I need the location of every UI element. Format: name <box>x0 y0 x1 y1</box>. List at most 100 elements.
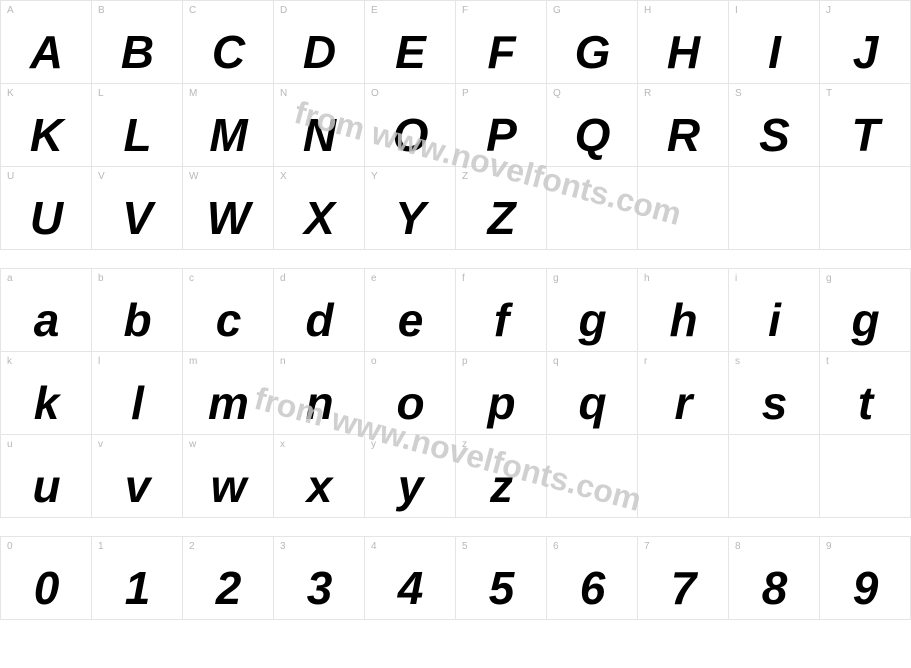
glyph-cell: EE <box>365 1 456 84</box>
glyph-cell: SS <box>729 84 820 167</box>
glyph-cell: 99 <box>820 537 911 620</box>
glyph: 5 <box>456 565 546 611</box>
glyph-cell <box>820 167 911 250</box>
glyph: B <box>92 29 182 75</box>
cell-label: 3 <box>280 541 286 552</box>
cell-label: K <box>7 88 14 99</box>
glyph-cell <box>820 435 911 518</box>
cell-label: M <box>189 88 197 99</box>
glyph: a <box>1 297 91 343</box>
glyph-cell: AA <box>1 1 92 84</box>
glyph: L <box>92 112 182 158</box>
glyph: b <box>92 297 182 343</box>
glyph-cell: LL <box>92 84 183 167</box>
cell-label: G <box>553 5 561 16</box>
glyph-cell: cc <box>183 269 274 352</box>
glyph-cell: DD <box>274 1 365 84</box>
glyph: O <box>365 112 455 158</box>
lowercase-section: aa bb cc dd ee ff gg hh ii gg kk ll mm n… <box>0 268 911 518</box>
cell-label: L <box>98 88 104 99</box>
glyph-cell: ZZ <box>456 167 547 250</box>
glyph: Q <box>547 112 637 158</box>
glyph-cell: rr <box>638 352 729 435</box>
glyph-cell <box>638 435 729 518</box>
glyph-cell: vv <box>92 435 183 518</box>
cell-label: y <box>371 439 376 450</box>
glyph: A <box>1 29 91 75</box>
glyph: I <box>729 29 819 75</box>
glyph: N <box>274 112 364 158</box>
glyph-cell: dd <box>274 269 365 352</box>
table-row: kk ll mm nn oo pp qq rr ss tt <box>1 352 911 435</box>
cell-label: B <box>98 5 105 16</box>
glyph-cell: QQ <box>547 84 638 167</box>
glyph-cell: yy <box>365 435 456 518</box>
glyph: 2 <box>183 565 273 611</box>
glyph: 9 <box>820 565 910 611</box>
cell-label: w <box>189 439 196 450</box>
cell-label: P <box>462 88 469 99</box>
glyph-cell: ll <box>92 352 183 435</box>
cell-label: 2 <box>189 541 195 552</box>
glyph-cell: aa <box>1 269 92 352</box>
cell-label: N <box>280 88 287 99</box>
table-row: KK LL MM NN OO PP QQ RR SS TT <box>1 84 911 167</box>
cell-label: 5 <box>462 541 468 552</box>
cell-label: n <box>280 356 286 367</box>
glyph: G <box>547 29 637 75</box>
uppercase-section: AA BB CC DD EE FF GG HH II JJ KK LL MM N… <box>0 0 911 250</box>
glyph: u <box>1 463 91 509</box>
glyph: E <box>365 29 455 75</box>
glyph-cell: GG <box>547 1 638 84</box>
glyph-cell: XX <box>274 167 365 250</box>
cell-label: a <box>7 273 13 284</box>
cell-label: J <box>826 5 831 16</box>
glyph: K <box>1 112 91 158</box>
glyph: 4 <box>365 565 455 611</box>
glyph: W <box>183 195 273 241</box>
cell-label: W <box>189 171 198 182</box>
glyph: F <box>456 29 546 75</box>
glyph-cell: hh <box>638 269 729 352</box>
glyph-cell <box>638 167 729 250</box>
glyph: T <box>820 112 910 158</box>
glyph-cell: xx <box>274 435 365 518</box>
glyph-cell: 33 <box>274 537 365 620</box>
cell-label: l <box>98 356 100 367</box>
cell-label: s <box>735 356 740 367</box>
glyph-cell: tt <box>820 352 911 435</box>
glyph: 7 <box>638 565 728 611</box>
cell-label: V <box>98 171 105 182</box>
cell-label: p <box>462 356 468 367</box>
cell-label: z <box>462 439 467 450</box>
glyph-cell: OO <box>365 84 456 167</box>
glyph: Y <box>365 195 455 241</box>
glyph-cell: ss <box>729 352 820 435</box>
glyph-cell: 77 <box>638 537 729 620</box>
glyph: l <box>92 380 182 426</box>
cell-label: g <box>826 273 832 284</box>
cell-label: v <box>98 439 103 450</box>
glyph: X <box>274 195 364 241</box>
glyph-cell: uu <box>1 435 92 518</box>
glyph-cell: 66 <box>547 537 638 620</box>
glyph: n <box>274 380 364 426</box>
cell-label: Q <box>553 88 561 99</box>
cell-label: o <box>371 356 377 367</box>
glyph: J <box>820 29 910 75</box>
cell-label: E <box>371 5 378 16</box>
glyph-cell <box>729 435 820 518</box>
cell-label: g <box>553 273 559 284</box>
glyph-cell: PP <box>456 84 547 167</box>
glyph: 6 <box>547 565 637 611</box>
cell-label: x <box>280 439 285 450</box>
glyph-cell: ee <box>365 269 456 352</box>
table-row: AA BB CC DD EE FF GG HH II JJ <box>1 1 911 84</box>
cell-label: R <box>644 88 651 99</box>
glyph-cell: NN <box>274 84 365 167</box>
glyph-cell: 44 <box>365 537 456 620</box>
glyph-cell: CC <box>183 1 274 84</box>
glyph-cell: JJ <box>820 1 911 84</box>
glyph: 0 <box>1 565 91 611</box>
glyph: h <box>638 297 728 343</box>
